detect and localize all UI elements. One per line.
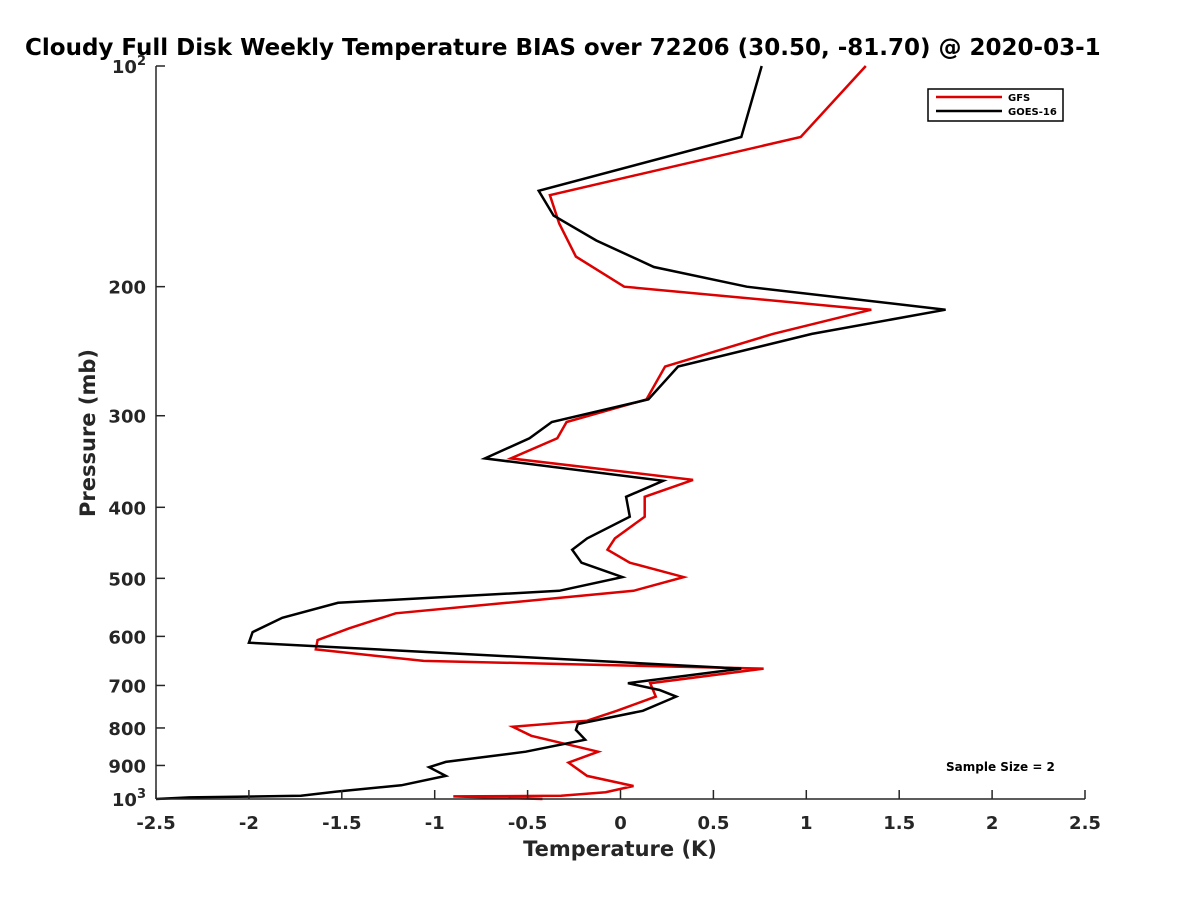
x-tick-label: 0.5 [697, 813, 729, 834]
y-tick-label: 700 [108, 676, 146, 697]
legend-label-goes16: GOES-16 [1008, 107, 1057, 118]
axes: -2.5 -2 -1.5 -1 -0.5 0 0.5 1 1.5 2 2.5 102 200 300 400… [108, 54, 1101, 834]
x-tick-label: 0 [614, 813, 627, 834]
x-tick-label: -1.5 [322, 813, 361, 834]
y-tick-label: 102 [112, 54, 146, 78]
y-tick-label: 600 [108, 627, 146, 648]
y-tick-label: 800 [108, 719, 146, 740]
y-tick-label: 900 [108, 756, 146, 777]
series-line-goes16 [155, 65, 946, 801]
x-tick-label: -0.5 [508, 813, 547, 834]
plot-area [155, 65, 946, 801]
x-tick-label: 1 [800, 813, 813, 834]
chart-title: Cloudy Full Disk Weekly Temperature BIAS… [25, 35, 1101, 61]
x-tick-label: 1.5 [883, 813, 915, 834]
legend: GFS GOES-16 [927, 88, 1064, 122]
x-tick-label: -2.5 [136, 813, 175, 834]
x-tick-label: -1 [425, 813, 445, 834]
y-tick-label: 103 [112, 787, 146, 811]
sample-size-annotation: Sample Size = 2 [946, 760, 1055, 774]
x-tick-label: -2 [239, 813, 259, 834]
x-tick-label: 2 [986, 813, 999, 834]
legend-label-gfs: GFS [1008, 93, 1030, 104]
x-axis-label: Temperature (K) [523, 837, 717, 861]
legend-box [927, 88, 1064, 122]
series-line-gfs [314, 65, 872, 801]
x-tick-label: 2.5 [1069, 813, 1101, 834]
y-axis-label: Pressure (mb) [76, 349, 100, 517]
y-tick-label: 500 [108, 569, 146, 590]
y-tick-label: 400 [108, 498, 146, 519]
y-tick-label: 300 [108, 407, 146, 428]
y-tick-label: 200 [108, 278, 146, 299]
